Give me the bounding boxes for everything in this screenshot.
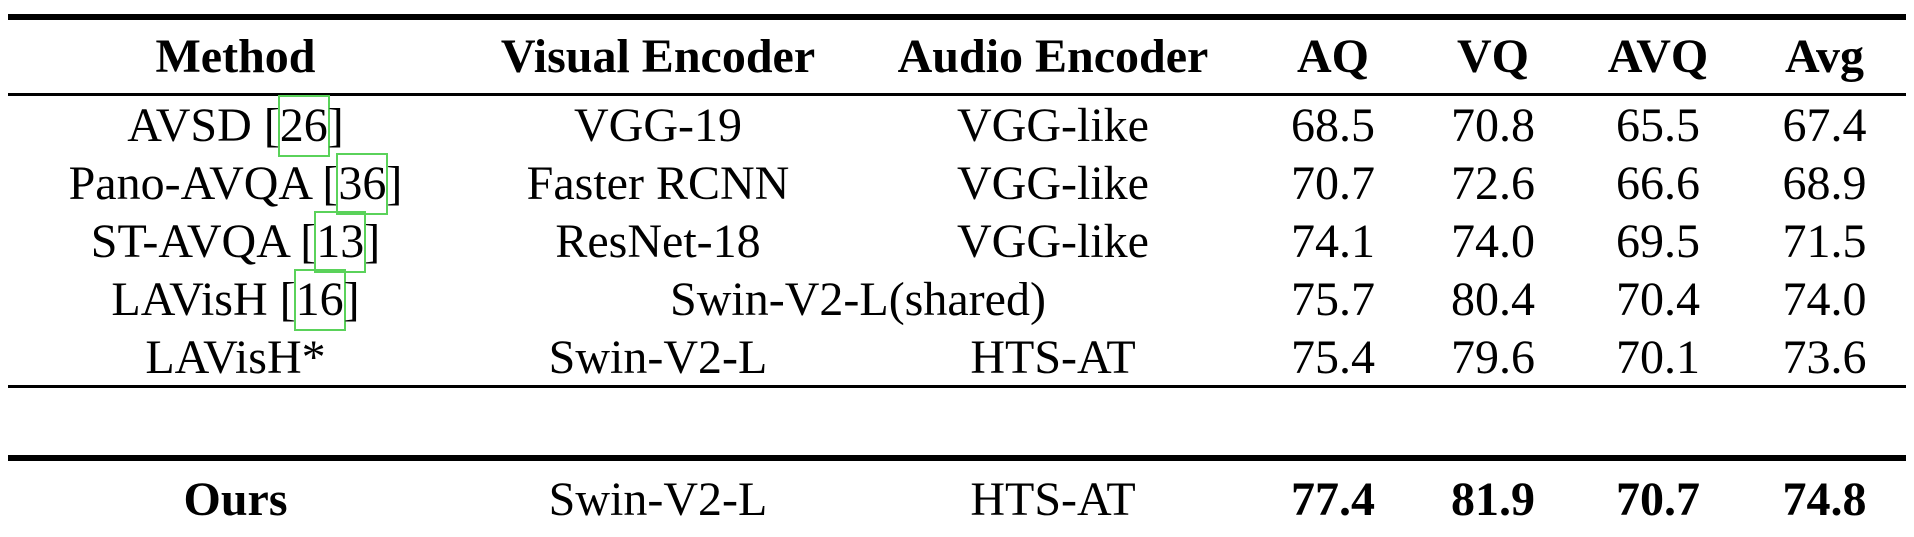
citation-link[interactable]: 36 xyxy=(336,153,389,215)
shared-encoder-cell: Swin-V2-L(shared) xyxy=(670,273,1046,326)
method-cell: Ours xyxy=(183,472,288,526)
ours-row: Ours Swin-V2-L HTS-AT 77.4 81.9 70.7 74.… xyxy=(8,462,1906,537)
avq-cell: 66.6 xyxy=(1616,157,1700,210)
vq-cell: 81.9 xyxy=(1451,472,1535,526)
method-cell: LAVisH [16] xyxy=(8,269,463,331)
method-cell: LAVisH* xyxy=(145,331,326,384)
table-row: ST-AVQA [13] ResNet-18 VGG-like 74.1 74.… xyxy=(8,211,1906,273)
avg-cell: 68.9 xyxy=(1782,157,1867,210)
avg-cell: 73.6 xyxy=(1782,331,1867,384)
method-cell: AVSD [26] xyxy=(8,94,463,157)
ours-separator-rule xyxy=(8,385,1906,388)
audio-encoder-cell: VGG-like xyxy=(957,215,1149,268)
header-aq: AQ xyxy=(1297,30,1369,83)
method-cell: ST-AVQA [13] xyxy=(8,211,463,273)
header-visual-encoder: Visual Encoder xyxy=(500,30,816,83)
header-avq: AVQ xyxy=(1607,30,1709,83)
table-row: LAVisH [16] Swin-V2-L(shared) 75.7 80.4 … xyxy=(8,269,1906,331)
vq-cell: 70.8 xyxy=(1451,99,1535,152)
method-suffix: ] xyxy=(343,273,360,326)
method-suffix: ] xyxy=(327,99,344,152)
avq-cell: 69.5 xyxy=(1616,215,1700,268)
audio-encoder-cell: VGG-like xyxy=(957,157,1149,210)
results-table: Method Visual Encoder Audio Encoder AQ V… xyxy=(8,20,1906,537)
method-name: Pano-AVQA [ xyxy=(68,157,339,210)
vq-cell: 79.6 xyxy=(1451,331,1535,384)
method-suffix: ] xyxy=(386,157,403,210)
visual-encoder-cell: Swin-V2-L xyxy=(548,331,768,384)
audio-encoder-cell: VGG-like xyxy=(957,99,1149,152)
aq-cell: 74.1 xyxy=(1291,215,1375,268)
aq-cell: 75.4 xyxy=(1291,331,1375,384)
aq-cell: 68.5 xyxy=(1291,99,1375,152)
table-row: AVSD [26] VGG-19 VGG-like 68.5 70.8 65.5… xyxy=(8,94,1906,157)
aq-cell: 70.7 xyxy=(1291,157,1375,210)
avq-cell: 70.4 xyxy=(1616,273,1700,326)
table-top-rule xyxy=(8,14,1906,20)
method-name: LAVisH [ xyxy=(111,273,296,326)
avq-cell: 65.5 xyxy=(1616,99,1700,152)
audio-encoder-cell: HTS-AT xyxy=(970,472,1136,526)
method-suffix: ] xyxy=(364,215,381,268)
table-row: Pano-AVQA [36] Faster RCNN VGG-like 70.7… xyxy=(8,153,1906,215)
avq-cell: 70.7 xyxy=(1616,472,1700,526)
visual-encoder-cell: ResNet-18 xyxy=(555,215,761,268)
header-method: Method xyxy=(155,30,316,83)
method-cell: Pano-AVQA [36] xyxy=(8,153,463,215)
table-body: AVSD [26] VGG-19 VGG-like 68.5 70.8 65.5… xyxy=(8,94,1906,387)
visual-encoder-cell: Swin-V2-L xyxy=(548,472,768,526)
vq-cell: 80.4 xyxy=(1451,273,1535,326)
table-bottom-rule xyxy=(8,455,1906,461)
citation-link[interactable]: 16 xyxy=(293,269,346,331)
avg-cell: 67.4 xyxy=(1782,99,1867,152)
avg-cell: 71.5 xyxy=(1782,215,1867,268)
aq-cell: 77.4 xyxy=(1291,472,1375,526)
avg-cell: 74.8 xyxy=(1782,472,1867,526)
visual-encoder-cell: VGG-19 xyxy=(574,99,742,152)
header-audio-encoder: Audio Encoder xyxy=(897,30,1209,83)
header-vq: VQ xyxy=(1457,30,1529,83)
table-header: Method Visual Encoder Audio Encoder AQ V… xyxy=(8,20,1906,94)
avg-cell: 74.0 xyxy=(1782,273,1867,326)
table-row: LAVisH* Swin-V2-L HTS-AT 75.4 79.6 70.1 … xyxy=(8,329,1906,387)
vq-cell: 72.6 xyxy=(1451,157,1535,210)
visual-encoder-cell: Faster RCNN xyxy=(526,157,790,210)
method-name: ST-AVQA [ xyxy=(90,215,317,268)
aq-cell: 75.7 xyxy=(1291,273,1375,326)
citation-link[interactable]: 26 xyxy=(277,95,330,157)
vq-cell: 74.0 xyxy=(1451,215,1535,268)
citation-link[interactable]: 13 xyxy=(314,211,367,273)
avq-cell: 70.1 xyxy=(1616,331,1700,384)
method-name: AVSD [ xyxy=(127,99,280,152)
header-avg: Avg xyxy=(1784,30,1865,83)
ours-section: Ours Swin-V2-L HTS-AT 77.4 81.9 70.7 74.… xyxy=(8,387,1906,537)
audio-encoder-cell: HTS-AT xyxy=(970,331,1136,384)
header-rule xyxy=(8,93,1906,96)
